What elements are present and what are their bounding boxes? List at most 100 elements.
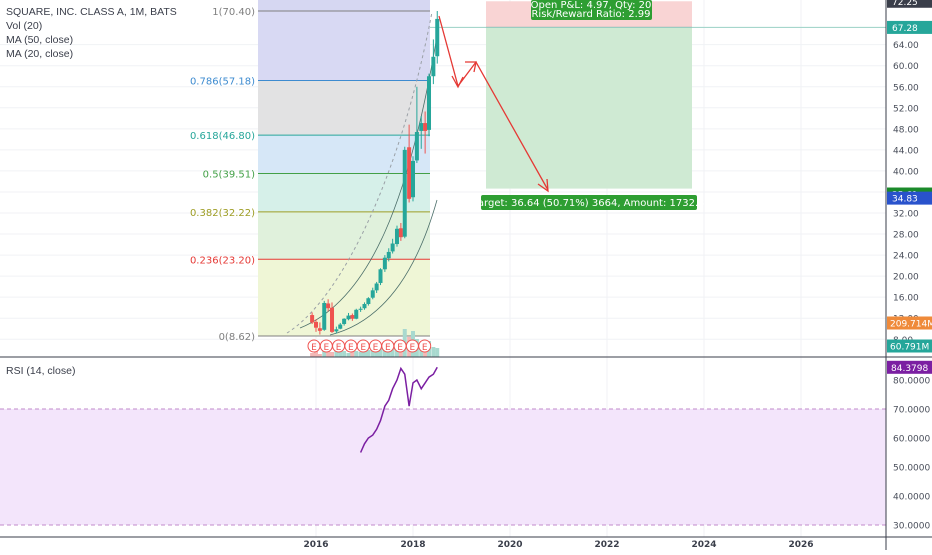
candle-body bbox=[390, 243, 395, 252]
fib-band bbox=[258, 173, 430, 212]
pnl-text: Open P&L: 4.97, Qty: 20 bbox=[531, 0, 652, 11]
candle-body bbox=[402, 149, 407, 237]
rsi-label-text: 84.3798 bbox=[891, 364, 928, 374]
price-label-text: 67.28 bbox=[892, 24, 918, 34]
earnings-marker-label: E bbox=[323, 343, 329, 353]
earnings-marker-label: E bbox=[397, 343, 403, 353]
fib-level-label: 0.618(46.80) bbox=[190, 131, 255, 142]
arrow-head bbox=[465, 61, 477, 73]
target-text: Target: 36.64 (50.71%) 3664, Amount: 173… bbox=[472, 198, 704, 209]
price-tick-label: 56.00 bbox=[893, 83, 919, 93]
fib-band bbox=[258, 80, 430, 136]
price-label-text: 72.25 bbox=[892, 0, 918, 8]
candle-body bbox=[411, 160, 415, 198]
target-label-box bbox=[481, 195, 697, 210]
candle-body bbox=[374, 283, 379, 291]
candle-body bbox=[386, 251, 391, 259]
symbol-title[interactable]: SQUARE, INC. CLASS A, 1M, BATS bbox=[6, 6, 177, 18]
price-tick-label: 64.00 bbox=[893, 41, 919, 51]
volume-bar bbox=[338, 348, 343, 357]
earnings-marker-label: E bbox=[360, 343, 366, 353]
earnings-marker-label: E bbox=[410, 343, 416, 353]
candle-body bbox=[427, 76, 432, 130]
rsi-legend: RSI (14, close) bbox=[6, 364, 75, 378]
rsi-title[interactable]: RSI (14, close) bbox=[6, 365, 76, 377]
volume-bar bbox=[354, 351, 359, 357]
earnings-marker-label: E bbox=[311, 343, 317, 353]
candle-body bbox=[370, 290, 375, 298]
volume-label-text: 209.714M bbox=[890, 320, 932, 330]
volume-bar bbox=[358, 352, 363, 357]
price-tick-label: 20.00 bbox=[893, 273, 919, 283]
volume-bar bbox=[362, 349, 367, 357]
volume-bar bbox=[310, 353, 315, 357]
candle-body bbox=[366, 298, 371, 305]
candle-body bbox=[378, 269, 383, 283]
price-tick-label: 40.00 bbox=[893, 167, 919, 177]
rsi-tick-label: 70.0000 bbox=[893, 406, 930, 416]
ma-50-line bbox=[329, 199, 438, 336]
fib-band bbox=[258, 0, 430, 11]
time-tick-label: 2026 bbox=[788, 540, 813, 550]
candle-body bbox=[350, 315, 355, 319]
price-tick-label: 16.00 bbox=[893, 294, 919, 304]
fib-level-label: 0.236(23.20) bbox=[190, 255, 255, 266]
volume-bar bbox=[431, 347, 436, 357]
price-label-box bbox=[887, 191, 932, 205]
candle-body bbox=[358, 308, 363, 310]
price-label-box bbox=[887, 20, 932, 34]
volume-bar bbox=[382, 347, 387, 357]
volume-label-text: 60.791M bbox=[890, 343, 929, 353]
volume-label-box bbox=[887, 339, 932, 353]
candle-body bbox=[423, 123, 428, 131]
price-tick-label: 44.00 bbox=[893, 146, 919, 156]
candle-body bbox=[431, 56, 436, 77]
candle-body bbox=[342, 318, 347, 325]
rsi-tick-label: 50.0000 bbox=[893, 464, 930, 474]
candle-body bbox=[362, 304, 367, 309]
candle-body bbox=[382, 257, 387, 270]
time-tick-label: 2016 bbox=[303, 540, 328, 550]
rsi-tick-label: 40.0000 bbox=[893, 493, 930, 503]
volume-bar bbox=[342, 351, 347, 357]
volume-label-box bbox=[887, 316, 932, 330]
candle-body bbox=[322, 302, 327, 330]
candle-body bbox=[407, 147, 412, 199]
volume-bar bbox=[334, 350, 339, 357]
volume-bar bbox=[378, 344, 383, 357]
study-ma-20[interactable]: MA (20, close) bbox=[6, 48, 74, 60]
pnl-label-box bbox=[531, 0, 652, 20]
candle-body bbox=[334, 329, 339, 332]
candle-body bbox=[314, 321, 318, 328]
rsi-label-box bbox=[887, 360, 932, 374]
price-tick-label: 52.00 bbox=[893, 104, 919, 114]
earnings-marker-label: E bbox=[385, 343, 391, 353]
candle-body bbox=[310, 315, 315, 323]
volume-bar bbox=[346, 353, 351, 357]
rsi-tick-label: 80.0000 bbox=[893, 377, 930, 387]
fib-level-label: 0.382(32.22) bbox=[190, 208, 255, 219]
rsi-tick-label: 30.0000 bbox=[893, 522, 930, 532]
time-tick-label: 2018 bbox=[400, 540, 425, 550]
earnings-marker-label: E bbox=[373, 343, 379, 353]
time-tick-label: 2020 bbox=[497, 540, 522, 550]
study-ma-50[interactable]: MA (50, close) bbox=[6, 34, 74, 46]
candle-body bbox=[354, 309, 359, 319]
time-tick-label: 2024 bbox=[691, 540, 716, 550]
volume-bar bbox=[314, 351, 318, 357]
price-tick-label: 24.00 bbox=[893, 252, 919, 262]
volume-bar bbox=[330, 352, 335, 357]
arrow-head bbox=[451, 75, 464, 89]
study-volume[interactable]: Vol (20) bbox=[6, 20, 43, 32]
price-label-box bbox=[887, 0, 932, 8]
price-tick-label: 48.00 bbox=[893, 125, 919, 135]
candle-body bbox=[435, 18, 440, 57]
fib-level-label: 1(70.40) bbox=[212, 7, 255, 18]
candle-body bbox=[394, 228, 399, 245]
fib-level-label: 0(8.62) bbox=[219, 332, 256, 343]
profit-zone bbox=[486, 27, 692, 189]
volume-bar bbox=[322, 349, 327, 357]
rsi-tick-label: 60.0000 bbox=[893, 435, 930, 445]
